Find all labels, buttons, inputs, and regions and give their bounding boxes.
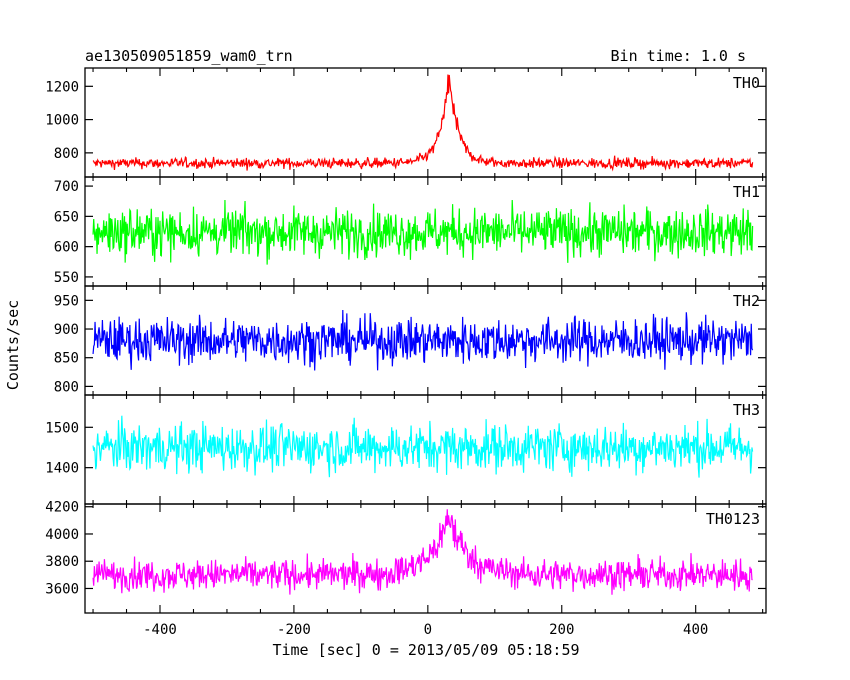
- y-tick-label: 950: [54, 293, 79, 309]
- y-tick-label: 1400: [45, 461, 79, 477]
- y-tick-label: 600: [54, 240, 79, 256]
- y-tick-label: 1500: [45, 420, 79, 436]
- panel-label-th1: TH1: [733, 183, 760, 201]
- y-tick-label: 1200: [45, 79, 79, 95]
- y-tick-label: 850: [54, 351, 79, 367]
- chart-title: ae130509051859_wam0_trn: [85, 47, 293, 65]
- bin-time-label: Bin time: 1.0 s: [611, 47, 746, 65]
- y-tick-label: 900: [54, 322, 79, 338]
- series-line-th0123: [92, 509, 753, 595]
- y-tick-label: 3800: [45, 554, 79, 570]
- panel-frame-th0123: [84, 503, 767, 614]
- series-line-th2: [92, 309, 754, 371]
- x-tick-label: 400: [683, 622, 708, 638]
- y-tick-label: 3600: [45, 581, 79, 597]
- y-tick-label: 700: [54, 179, 79, 195]
- y-axis-label: Counts/sec: [4, 300, 22, 390]
- y-tick-label: 550: [54, 270, 79, 286]
- series-line-th3: [92, 415, 754, 478]
- y-tick-label: 800: [54, 379, 79, 395]
- panel-label-th0: TH0: [733, 74, 760, 92]
- y-tick-label: 4000: [45, 527, 79, 543]
- series-line-th0: [92, 74, 754, 172]
- panel-frame-th0: [84, 67, 767, 178]
- x-tick-label: -200: [277, 622, 311, 638]
- y-tick-label: 800: [54, 146, 79, 162]
- x-tick-label: -400: [143, 622, 177, 638]
- y-tick-label: 4200: [45, 500, 79, 516]
- x-axis-label: Time [sec] 0 = 2013/05/09 05:18:59: [272, 641, 579, 659]
- x-tick-label: 0: [424, 622, 432, 638]
- x-tick-label: 200: [549, 622, 574, 638]
- series-line-th1: [92, 199, 754, 265]
- chart-panels: 800 1000 1200 TH0 550 600 650 700 TH1 800 850 900 95…: [45, 67, 767, 638]
- panel-label-th3: TH3: [733, 401, 760, 419]
- y-tick-label: 650: [54, 209, 79, 225]
- panel-label-th0123: TH0123: [706, 510, 760, 528]
- panel-label-th2: TH2: [733, 292, 760, 310]
- y-tick-label: 1000: [45, 113, 79, 129]
